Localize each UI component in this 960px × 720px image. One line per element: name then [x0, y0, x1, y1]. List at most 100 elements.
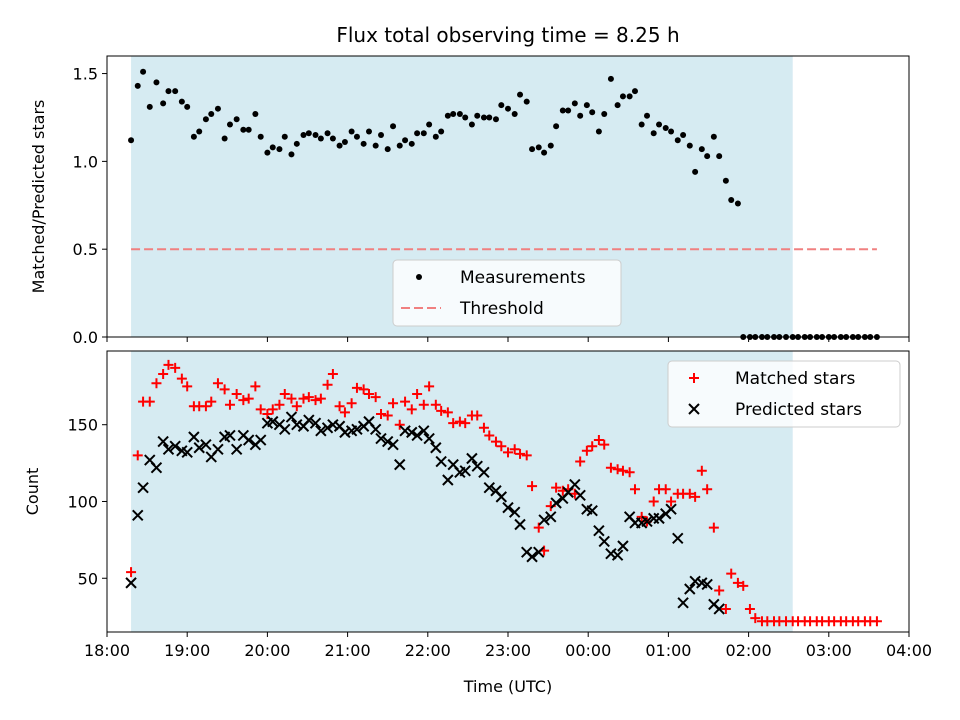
data-point: [462, 114, 469, 121]
data-point: [605, 547, 617, 560]
data-point: [202, 116, 209, 123]
legend-label: Predicted stars: [735, 400, 862, 420]
data-point: [279, 388, 290, 399]
data-point: [698, 146, 705, 153]
data-point: [128, 137, 135, 144]
data-point: [322, 379, 333, 390]
data-point: [593, 524, 605, 537]
data-point: [690, 491, 701, 502]
data-point: [257, 133, 264, 140]
data-point: [188, 431, 200, 443]
legend-marker: [689, 373, 699, 383]
data-point: [303, 392, 314, 403]
data-point: [583, 102, 590, 109]
data-point: [264, 149, 271, 156]
data-point: [157, 435, 169, 448]
data-point: [252, 110, 259, 117]
data-point: [360, 140, 367, 147]
data-point: [242, 434, 255, 446]
data-point: [598, 535, 610, 548]
series-measurements: [128, 68, 880, 340]
data-point: [396, 142, 403, 149]
y-tick-label: 100: [67, 492, 98, 511]
data-point: [653, 512, 665, 525]
data-point: [193, 442, 205, 454]
data-point: [358, 384, 369, 395]
data-point: [334, 401, 345, 412]
data-point: [686, 142, 693, 149]
data-point: [744, 603, 755, 614]
data-point: [648, 496, 659, 507]
data-point: [298, 393, 309, 404]
data-point: [587, 441, 598, 452]
data-point: [662, 125, 669, 132]
data-point: [140, 68, 147, 75]
data-point: [382, 410, 393, 421]
data-point: [515, 448, 526, 459]
data-point: [293, 140, 300, 147]
data-point: [442, 407, 453, 418]
data-point: [250, 381, 261, 392]
data-point: [547, 142, 554, 149]
data-point: [626, 93, 633, 100]
data-point: [238, 395, 249, 406]
data-point: [599, 439, 610, 450]
data-point: [708, 522, 719, 533]
data-point: [151, 378, 162, 389]
x-tick-label: 00:00: [565, 641, 611, 660]
data-point: [291, 401, 302, 412]
data-point: [162, 443, 175, 455]
data-point: [714, 585, 725, 596]
data-point: [315, 393, 326, 404]
data-point: [418, 399, 429, 410]
data-point: [196, 128, 203, 135]
x-tick-label: 02:00: [726, 641, 772, 660]
data-point: [553, 123, 560, 130]
y-tick-label: 1.0: [73, 152, 98, 171]
data-point: [456, 110, 463, 117]
data-point: [702, 484, 713, 495]
data-point: [478, 422, 489, 433]
data-point: [351, 423, 363, 436]
data-point: [309, 417, 322, 429]
legend-box: [667, 360, 901, 428]
data-point: [160, 100, 167, 107]
data-point: [430, 442, 442, 454]
data-point: [300, 132, 307, 139]
data-point: [607, 75, 614, 82]
data-point: [650, 130, 657, 137]
data-point: [315, 425, 327, 437]
data-point: [619, 93, 626, 100]
data-point: [303, 414, 315, 426]
data-point: [517, 91, 524, 98]
data-point: [281, 133, 288, 140]
data-point: [521, 450, 532, 461]
y-tick-label: 50: [78, 569, 98, 588]
data-point: [208, 110, 215, 117]
data-point: [644, 112, 651, 119]
data-point: [565, 107, 572, 114]
data-point: [486, 114, 493, 121]
data-point: [400, 396, 411, 407]
data-point: [448, 418, 459, 429]
data-point: [224, 399, 235, 410]
y-tick-label: 1.5: [73, 65, 98, 84]
data-point: [126, 567, 137, 578]
data-point: [527, 481, 538, 492]
legend-marker: [688, 403, 700, 415]
legend: Matched stars Predicted stars: [667, 360, 901, 428]
data-point: [713, 603, 725, 615]
data-point: [137, 481, 149, 494]
data-point: [617, 465, 628, 476]
data-point: [378, 132, 385, 139]
data-point: [551, 482, 562, 493]
data-point: [432, 133, 439, 140]
data-point: [871, 616, 882, 627]
data-point: [288, 151, 295, 158]
data-point: [710, 133, 717, 140]
data-point: [132, 450, 143, 461]
data-point: [324, 130, 331, 137]
data-point: [370, 392, 381, 403]
data-point: [738, 580, 749, 591]
data-point: [701, 578, 713, 591]
